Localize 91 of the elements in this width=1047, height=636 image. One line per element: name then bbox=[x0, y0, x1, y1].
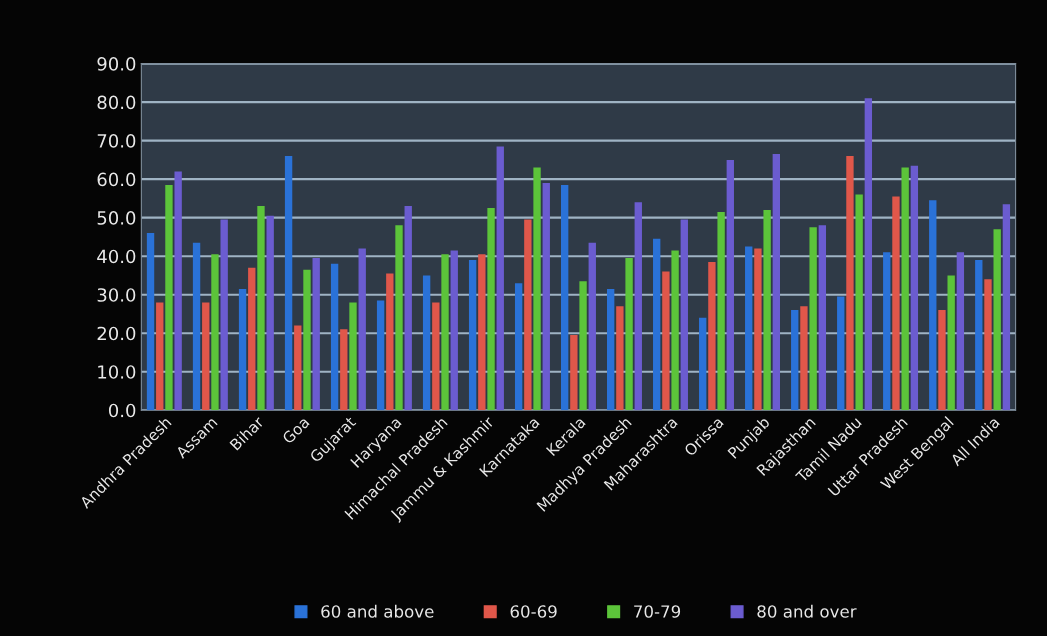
bar bbox=[395, 225, 403, 411]
bar bbox=[1002, 204, 1011, 411]
bar bbox=[929, 200, 937, 411]
bar bbox=[422, 275, 431, 411]
bar bbox=[496, 146, 504, 411]
bar bbox=[864, 98, 873, 411]
bar bbox=[330, 263, 339, 411]
bar bbox=[745, 246, 753, 411]
bar bbox=[653, 238, 661, 411]
bar bbox=[284, 156, 293, 411]
y-tick-label: 10.0 bbox=[98, 365, 136, 379]
bar bbox=[607, 288, 615, 411]
bar bbox=[846, 156, 854, 411]
bar bbox=[791, 310, 799, 411]
bar bbox=[349, 302, 357, 411]
bar bbox=[266, 215, 274, 411]
bar bbox=[883, 252, 891, 411]
bar bbox=[938, 310, 946, 411]
bar bbox=[248, 267, 256, 411]
bar bbox=[671, 250, 679, 411]
bar bbox=[560, 184, 569, 411]
bar bbox=[478, 254, 486, 411]
bar bbox=[514, 283, 523, 411]
bar bbox=[855, 194, 863, 411]
bar bbox=[202, 302, 210, 411]
y-tick-label: 50.0 bbox=[97, 211, 136, 225]
bar bbox=[892, 196, 900, 411]
bar bbox=[754, 248, 762, 411]
bar bbox=[303, 269, 311, 411]
legend-label: 60-69 bbox=[510, 605, 557, 618]
bar bbox=[441, 254, 449, 411]
bar bbox=[542, 182, 550, 411]
bar bbox=[450, 250, 458, 411]
y-tick-label: 40.0 bbox=[97, 249, 136, 264]
bar bbox=[220, 219, 228, 411]
bar bbox=[174, 171, 182, 411]
bar bbox=[312, 258, 320, 411]
bar bbox=[726, 159, 734, 411]
bar bbox=[956, 252, 965, 411]
bar bbox=[588, 242, 596, 411]
bar bbox=[800, 306, 808, 411]
bar bbox=[579, 281, 587, 411]
y-tick-label: 70.0 bbox=[97, 134, 136, 148]
bar bbox=[634, 202, 642, 411]
bar bbox=[238, 288, 247, 411]
legend-label: 70-79 bbox=[634, 605, 681, 618]
bar bbox=[625, 258, 633, 411]
bar bbox=[818, 225, 827, 411]
bar bbox=[570, 335, 578, 411]
bar bbox=[468, 260, 477, 411]
bar bbox=[901, 167, 909, 411]
bar bbox=[533, 167, 541, 411]
y-tick-label: 30.0 bbox=[97, 288, 136, 302]
bar bbox=[156, 302, 164, 411]
bar bbox=[358, 248, 366, 411]
bar bbox=[294, 325, 302, 411]
bar bbox=[699, 317, 707, 411]
bar bbox=[524, 219, 532, 411]
bar bbox=[772, 154, 780, 411]
bar bbox=[662, 271, 670, 411]
bar bbox=[837, 296, 845, 411]
bar bbox=[763, 209, 771, 411]
bar bbox=[717, 211, 725, 411]
bar bbox=[975, 260, 983, 411]
y-tick-label: 0.0 bbox=[108, 403, 136, 418]
bar bbox=[340, 329, 348, 411]
bar bbox=[809, 227, 817, 411]
bar bbox=[680, 219, 688, 411]
y-tick-label: 90.0 bbox=[97, 57, 136, 71]
bar bbox=[386, 273, 394, 411]
bar bbox=[211, 254, 219, 411]
bar bbox=[708, 261, 716, 411]
bar bbox=[192, 242, 201, 411]
y-tick-label: 20.0 bbox=[97, 326, 136, 341]
bar bbox=[257, 206, 265, 411]
bar bbox=[404, 206, 412, 411]
bar bbox=[487, 208, 495, 411]
bar bbox=[984, 279, 992, 411]
legend-label: 60 and above bbox=[321, 604, 434, 618]
bar bbox=[616, 306, 624, 411]
x-tick-label: Goa bbox=[281, 416, 310, 445]
bar bbox=[146, 233, 155, 411]
bar bbox=[165, 184, 173, 411]
bar bbox=[376, 300, 385, 411]
y-tick-label: 60.0 bbox=[97, 172, 136, 187]
bar bbox=[432, 302, 440, 411]
bar bbox=[947, 275, 955, 411]
bar bbox=[910, 165, 919, 411]
legend-label: 80 and over bbox=[757, 604, 857, 618]
y-tick-label: 80.0 bbox=[97, 95, 136, 110]
bar bbox=[993, 229, 1001, 411]
